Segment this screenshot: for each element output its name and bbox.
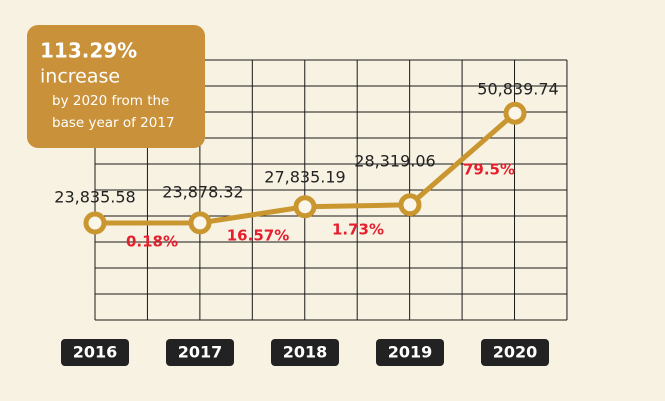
year-box <box>61 339 129 366</box>
value-label: 23,878.32 <box>162 182 243 201</box>
value-label: 23,835.58 <box>54 188 135 207</box>
x-tick-label: 2018 <box>283 343 328 362</box>
year-box <box>376 339 444 366</box>
growth-label: 16.57% <box>227 227 289 245</box>
point <box>503 101 527 125</box>
growth-label: 1.73% <box>332 221 384 239</box>
point <box>398 193 422 217</box>
callout-subhead: increase <box>40 66 120 88</box>
plot: 23,835.58 23,878.32 27,835.19 28,319.06 50,8… <box>54 80 559 366</box>
year-box <box>166 339 234 366</box>
value-label: 27,835.19 <box>264 167 345 186</box>
x-tick-label: 2016 <box>73 343 118 362</box>
x-tick-label: 2019 <box>388 343 433 362</box>
year-box <box>481 339 549 366</box>
growth-label: 0.18% <box>126 233 178 251</box>
point <box>293 195 317 219</box>
point <box>83 211 107 235</box>
value-label: 28,319.06 <box>354 151 435 170</box>
callout: 113.29% increase by 2020 from the base y… <box>27 25 205 148</box>
growth-label: 79.5% <box>463 161 515 179</box>
x-tick-label: 2020 <box>493 343 538 362</box>
x-tick-label: 2017 <box>178 343 223 362</box>
callout-box <box>27 25 205 148</box>
callout-line: by 2020 from the <box>52 93 169 109</box>
year-box <box>271 339 339 366</box>
callout-line: base year of 2017 <box>52 115 175 131</box>
callout-headline: 113.29% <box>40 39 137 63</box>
point <box>188 211 212 235</box>
value-label: 50,839.74 <box>477 80 558 99</box>
